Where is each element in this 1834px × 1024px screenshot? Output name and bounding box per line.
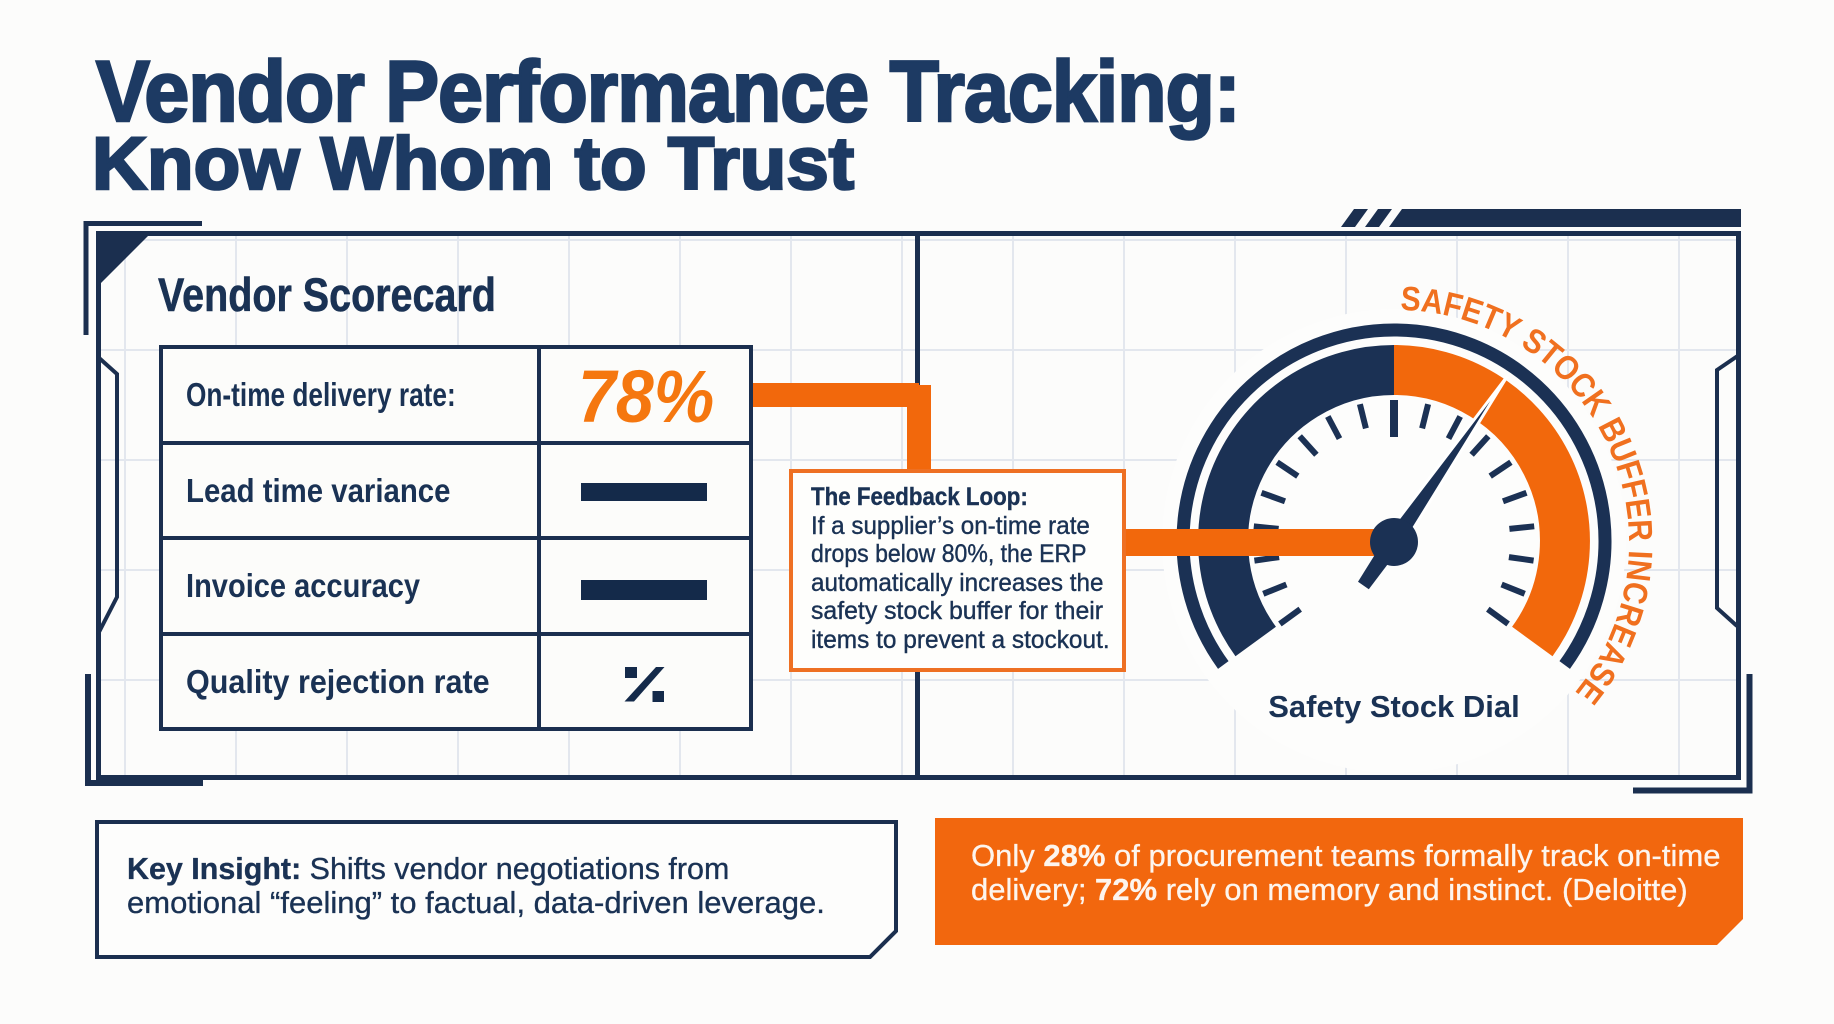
- svg-text:Safety Stock Dial: Safety Stock Dial: [1268, 689, 1520, 724]
